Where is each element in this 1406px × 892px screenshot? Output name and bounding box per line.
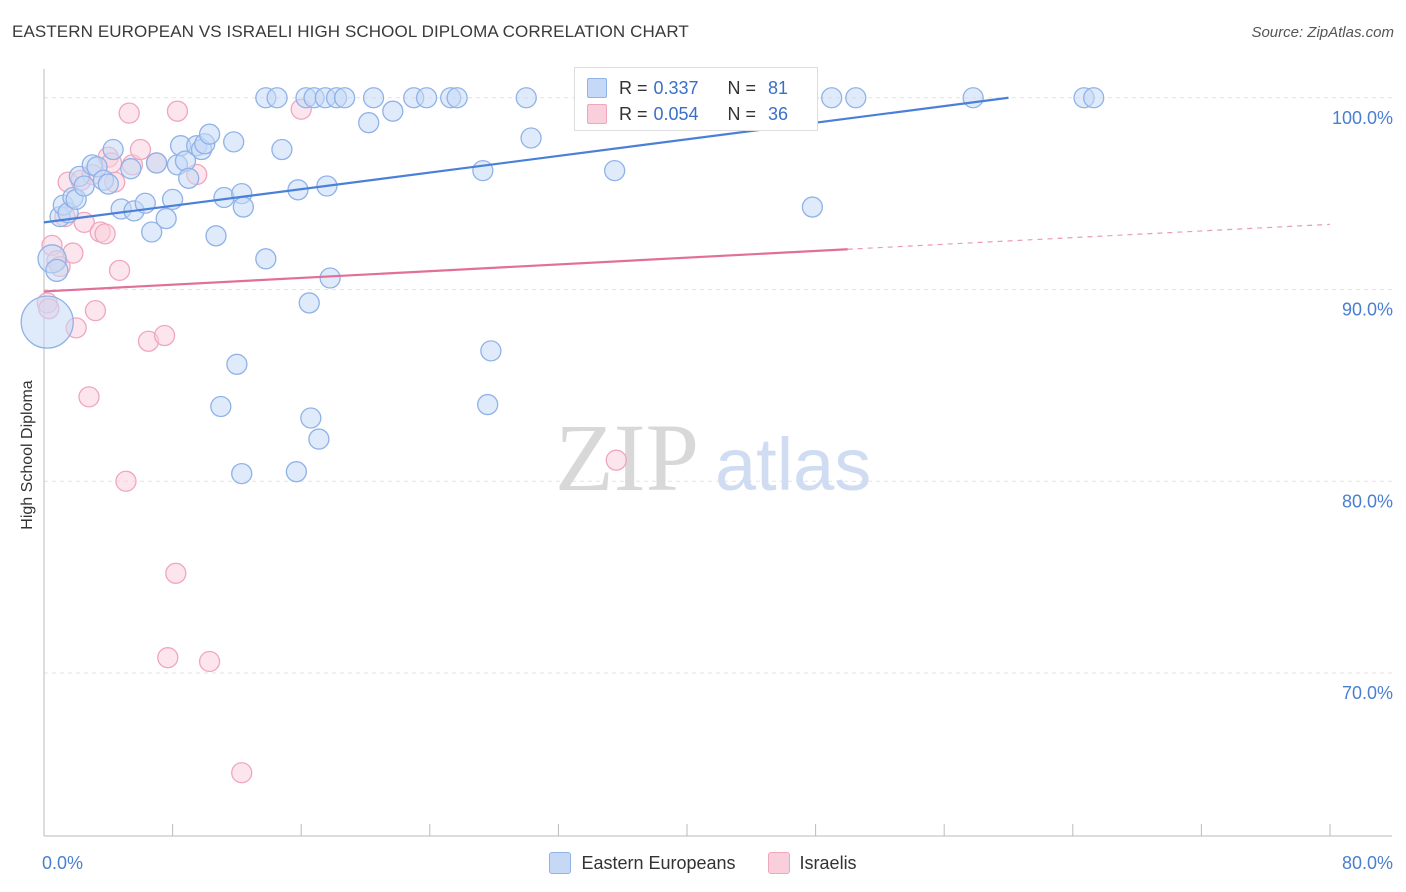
data-point xyxy=(141,221,163,243)
data-point xyxy=(231,462,253,485)
data-point xyxy=(166,100,189,122)
series-eastern-europeans xyxy=(20,87,1105,485)
trend-lines xyxy=(43,96,1331,293)
stats-n-value: 81 xyxy=(768,77,789,98)
data-point xyxy=(271,138,293,161)
legend-label: Eastern Europeans xyxy=(581,852,736,873)
stats-n-value: 36 xyxy=(768,103,789,124)
legend-swatch-blue xyxy=(549,852,572,874)
data-point xyxy=(45,258,69,282)
data-point xyxy=(298,292,320,314)
data-point xyxy=(446,87,468,109)
y-tick-label: 100.0% xyxy=(1332,108,1393,128)
data-point xyxy=(157,647,179,669)
data-point xyxy=(178,167,200,189)
legend-swatch-pink xyxy=(767,852,790,874)
stats-swatch-pink xyxy=(587,104,607,124)
data-point xyxy=(108,259,131,281)
tick-labels: 70.0% 80.0% 90.0% 100.0% 0.0% 80.0% xyxy=(42,108,1393,873)
data-point xyxy=(198,650,221,673)
data-point xyxy=(308,428,330,450)
data-point xyxy=(480,340,502,362)
stats-n-label: N = xyxy=(727,103,757,124)
data-point xyxy=(604,159,626,182)
data-point xyxy=(255,248,277,270)
data-point xyxy=(115,470,137,492)
watermark-atlas: atlas xyxy=(715,423,871,506)
data-point xyxy=(210,395,232,418)
legend-item-eastern-europeans[interactable]: Eastern Europeans xyxy=(549,852,736,874)
data-point xyxy=(223,131,245,153)
data-point xyxy=(231,762,253,784)
data-point xyxy=(226,353,248,375)
data-point xyxy=(382,100,404,122)
axes xyxy=(43,69,1392,837)
trend-line xyxy=(43,248,848,293)
data-point xyxy=(73,175,95,197)
data-point xyxy=(801,196,824,218)
watermark: ZIP atlas xyxy=(555,404,871,511)
data-point xyxy=(362,87,385,109)
data-point xyxy=(821,87,843,109)
data-point xyxy=(205,225,227,247)
watermark-zip: ZIP xyxy=(555,404,699,511)
source-label: Source: ZipAtlas.com xyxy=(1251,24,1394,41)
data-point xyxy=(145,152,168,174)
trend-line xyxy=(43,96,1009,224)
x-tick-label: 80.0% xyxy=(1342,853,1393,873)
trend-line-extension xyxy=(847,223,1331,250)
data-point xyxy=(358,112,380,134)
stats-r-value: 0.054 xyxy=(653,103,699,124)
data-point xyxy=(155,207,177,230)
data-point xyxy=(118,102,140,124)
data-point xyxy=(266,87,288,109)
data-point xyxy=(94,223,116,245)
stats-r-value: 0.337 xyxy=(653,77,699,98)
legend-label: Israelis xyxy=(799,852,857,873)
data-point xyxy=(153,324,176,347)
data-point xyxy=(165,562,187,584)
data-point xyxy=(845,87,867,109)
data-point xyxy=(198,123,221,145)
stats-r-label: R = xyxy=(619,103,648,124)
y-tick-label: 70.0% xyxy=(1342,683,1393,703)
data-point xyxy=(415,87,438,109)
data-point xyxy=(300,407,322,429)
stats-swatch-blue xyxy=(587,78,607,98)
data-point xyxy=(78,386,100,408)
data-point xyxy=(285,461,308,483)
data-point xyxy=(472,159,494,182)
data-point xyxy=(515,87,537,109)
stats-r-label: R = xyxy=(619,77,648,98)
chart-title: EASTERN EUROPEAN VS ISRAELI HIGH SCHOOL … xyxy=(12,22,689,41)
y-tick-label: 90.0% xyxy=(1342,300,1393,320)
stats-box: R = 0.337 N = 81 R = 0.054 N = 36 xyxy=(574,67,818,131)
data-point xyxy=(97,173,119,195)
data-point xyxy=(333,87,356,109)
data-point xyxy=(605,449,627,471)
legend-item-israelis[interactable]: Israelis xyxy=(767,852,857,874)
stats-row-eastern-europeans: R = 0.337 N = 81 xyxy=(587,75,788,101)
data-point xyxy=(232,196,254,218)
data-point xyxy=(520,127,542,149)
x-tick-label: 0.0% xyxy=(42,853,83,873)
legend: Eastern Europeans Israelis xyxy=(0,852,1406,874)
data-point xyxy=(477,393,499,416)
data-point xyxy=(962,87,984,109)
data-point xyxy=(84,299,107,322)
data-point xyxy=(129,138,152,161)
data-point xyxy=(102,138,124,161)
data-point xyxy=(1083,87,1105,109)
stats-row-israelis: R = 0.054 N = 36 xyxy=(587,101,788,127)
y-tick-label: 80.0% xyxy=(1342,491,1393,511)
data-point xyxy=(20,295,74,349)
series-israelis xyxy=(36,87,819,784)
data-point xyxy=(319,267,341,289)
data-point xyxy=(120,158,142,180)
stats-n-label: N = xyxy=(727,77,757,98)
